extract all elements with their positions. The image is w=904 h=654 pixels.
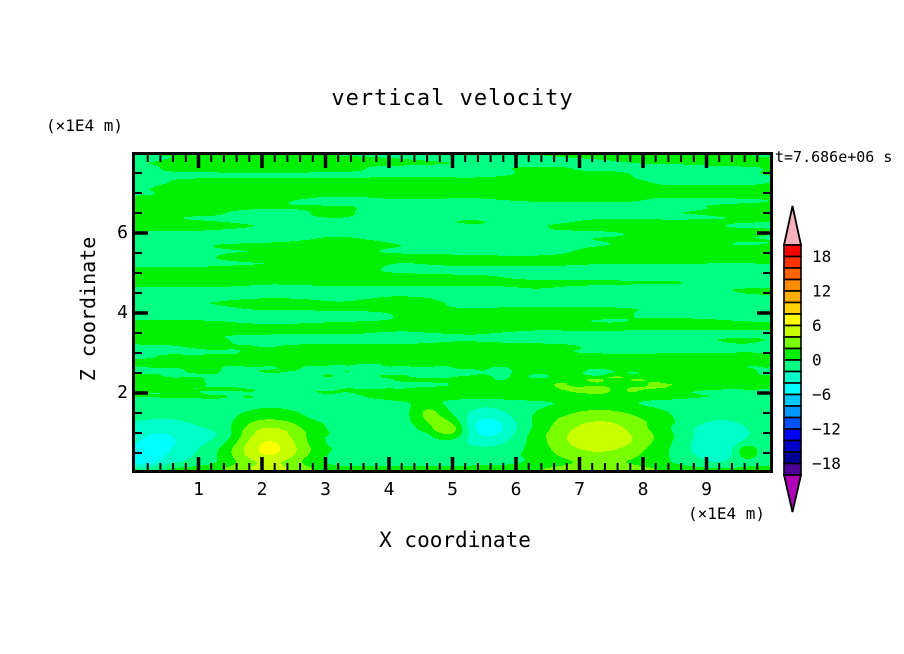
colorbar-segment: [783, 255, 802, 269]
colorbar-tick-label: −18: [812, 454, 841, 473]
x-tick-label: 6: [510, 479, 522, 500]
colorbar-segment: [783, 382, 802, 396]
colorbar-segment: [783, 244, 802, 258]
colorbar-segment: [783, 278, 802, 292]
colorbar-segment: [783, 393, 802, 407]
colorbar-arrow: [782, 205, 803, 246]
colorbar-segment: [783, 428, 802, 442]
x-tick-label: 4: [383, 479, 395, 500]
plot-area: [132, 152, 773, 473]
colorbar-segment: [783, 451, 802, 465]
colorbar-segment: [783, 347, 802, 361]
x-tick-label: 9: [701, 479, 712, 500]
colorbar: 18 12 6 0 −6 −12 −18: [782, 205, 841, 513]
colorbar-tick-label: −12: [812, 420, 841, 439]
colorbar-segment: [783, 301, 802, 315]
time-annotation: t=7.686e+06 s: [775, 148, 893, 166]
z-tick-label: 4: [117, 302, 128, 323]
x-tick-label: 1: [193, 479, 204, 500]
x-tick-label: 7: [574, 479, 585, 500]
contour-field-canvas: [135, 155, 770, 470]
z-tick-label: 6: [117, 222, 128, 243]
x-tick-label: 2: [256, 479, 268, 500]
colorbar-segment: [783, 324, 802, 338]
colorbar-segment: [783, 359, 802, 373]
colorbar-segment: [783, 462, 802, 476]
x-axis-title: X coordinate: [379, 528, 531, 552]
colorbar-segment: [783, 290, 802, 304]
colorbar-segment: [783, 370, 802, 384]
colorbar-tick-label: −6: [812, 385, 831, 404]
z-axis-title: Z coordinate: [76, 236, 100, 382]
colorbar-segment: [783, 313, 802, 327]
colorbar-segment: [783, 336, 802, 350]
z-tick-label: 2: [117, 382, 128, 403]
colorbar-segment: [783, 416, 802, 430]
chart-title: vertical velocity: [331, 86, 574, 111]
x-tick-label: 8: [637, 479, 649, 500]
colorbar-tick-label: 18: [812, 247, 831, 266]
colorbar-segment: [783, 405, 802, 419]
x-tick-label: 3: [320, 479, 331, 500]
colorbar-tick-label: 6: [812, 316, 822, 335]
z-axis-unit-label: (×1E4 m): [46, 116, 124, 135]
x-tick-label: 5: [447, 479, 458, 500]
colorbar-tick-label: 12: [812, 282, 831, 301]
x-axis-unit-label: (×1E4 m): [688, 504, 766, 523]
colorbar-arrow: [782, 474, 803, 513]
axis-ticks-overlay: [135, 155, 770, 470]
colorbar-segment: [783, 439, 802, 453]
colorbar-tick-label: 0: [812, 351, 822, 370]
colorbar-segment: [783, 267, 802, 281]
